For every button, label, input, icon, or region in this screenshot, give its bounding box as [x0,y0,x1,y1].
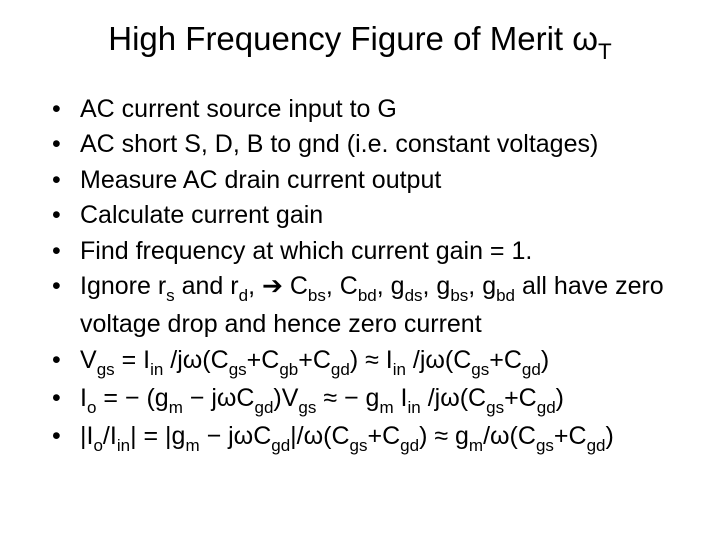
bullet-text: Calculate current gain [80,201,323,229]
bullet-text: Measure AC drain current output [80,166,441,194]
title-sub: T [598,39,612,64]
title-omega: ω [572,20,598,57]
list-item: AC current source input to G [52,92,680,128]
bullet-text: Ignore rs and rd, ➔ Cbs, Cbd, gds, gbs, … [80,272,664,338]
bullet-text: Vgs = Iin /jω(Cgs+Cgb+Cgd) ≈ Iin /jω(Cgs… [80,346,549,374]
list-item: Measure AC drain current output [52,163,680,199]
bullet-text: AC short S, D, B to gnd (i.e. constant v… [80,130,598,158]
bullet-text: Io = − (gm − jωCgd)Vgs ≈ − gm Iin /jω(Cg… [80,384,564,412]
list-item: Ignore rs and rd, ➔ Cbs, Cbd, gds, gbs, … [52,269,680,343]
bullet-text: Find frequency at which current gain = 1… [80,237,532,265]
bullet-text: |Io/Iin| = |gm − jωCgd|/ω(Cgs+Cgd) ≈ gm/… [80,422,614,450]
title-main: High Frequency Figure of Merit [108,20,572,57]
bullet-text: AC current source input to G [80,95,397,123]
list-item: Vgs = Iin /jω(Cgs+Cgb+Cgd) ≈ Iin /jω(Cgs… [52,343,680,381]
list-item: Io = − (gm − jωCgd)Vgs ≈ − gm Iin /jω(Cg… [52,381,680,419]
list-item: |Io/Iin| = |gm − jωCgd|/ω(Cgs+Cgd) ≈ gm/… [52,419,680,457]
slide-title: High Frequency Figure of Merit ωT [40,20,680,64]
bullet-list: AC current source input to G AC short S,… [40,92,680,458]
list-item: Find frequency at which current gain = 1… [52,234,680,270]
list-item: AC short S, D, B to gnd (i.e. constant v… [52,127,680,163]
list-item: Calculate current gain [52,198,680,234]
